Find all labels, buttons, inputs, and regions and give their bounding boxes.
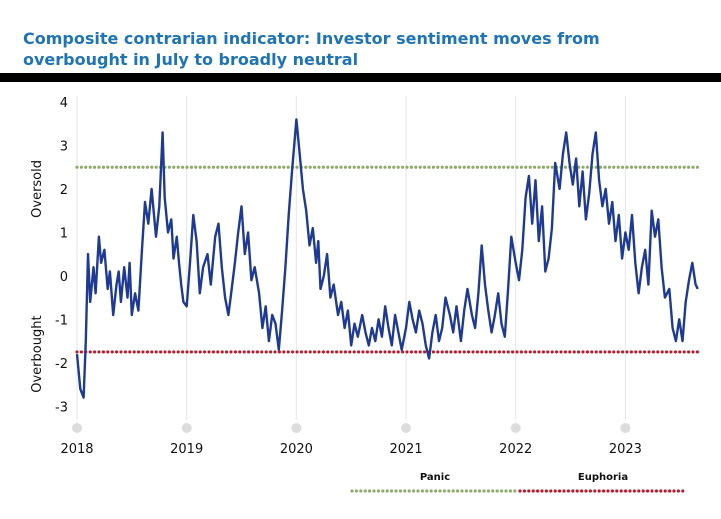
x-tick-label-2018: 2018	[60, 442, 93, 457]
x-tick-label-2021: 2021	[390, 442, 423, 457]
legend: Panic Euphoria	[350, 472, 688, 493]
y-axis-label-oversold: Oversold	[30, 160, 45, 218]
x-tick-labels: 2018 2019 2020 2021 2022 2023	[60, 442, 642, 457]
x-tick-markers	[72, 423, 631, 433]
y-tick-label-3: 3	[60, 139, 68, 154]
x-tick-dot-2019	[181, 423, 192, 433]
title-divider	[0, 73, 721, 82]
x-tick-dot-2020	[291, 423, 302, 433]
chart-title: Composite contrarian indicator: Investor…	[23, 29, 600, 69]
x-tick-dot-2022	[510, 423, 521, 433]
y-tick-label--1: -1	[55, 313, 68, 328]
legend-label-euphoria: Euphoria	[578, 472, 628, 483]
series-line-composite-indicator	[75, 118, 699, 399]
y-axis-label-overbought: Overbought	[30, 315, 45, 392]
x-tick-label-2022: 2022	[499, 442, 532, 457]
x-tick-dot-2021	[401, 423, 412, 433]
legend-label-panic: Panic	[420, 472, 450, 483]
y-tick-labels: 4 3 2 1 0 -1 -2 -3	[55, 96, 68, 415]
x-gridlines	[76, 96, 627, 420]
y-tick-label-0: 0	[60, 270, 68, 285]
x-tick-label-2019: 2019	[170, 442, 203, 457]
y-tick-label-1: 1	[60, 226, 68, 241]
x-tick-label-2023: 2023	[609, 442, 642, 457]
x-tick-label-2020: 2020	[280, 442, 313, 457]
x-tick-dot-2023	[620, 423, 631, 433]
x-tick-dot-2018	[72, 423, 82, 433]
y-tick-label--3: -3	[55, 400, 68, 415]
y-tick-label-4: 4	[60, 96, 68, 111]
threshold-lines	[75, 165, 702, 354]
y-tick-label-2: 2	[60, 183, 68, 198]
y-tick-label--2: -2	[55, 357, 68, 372]
